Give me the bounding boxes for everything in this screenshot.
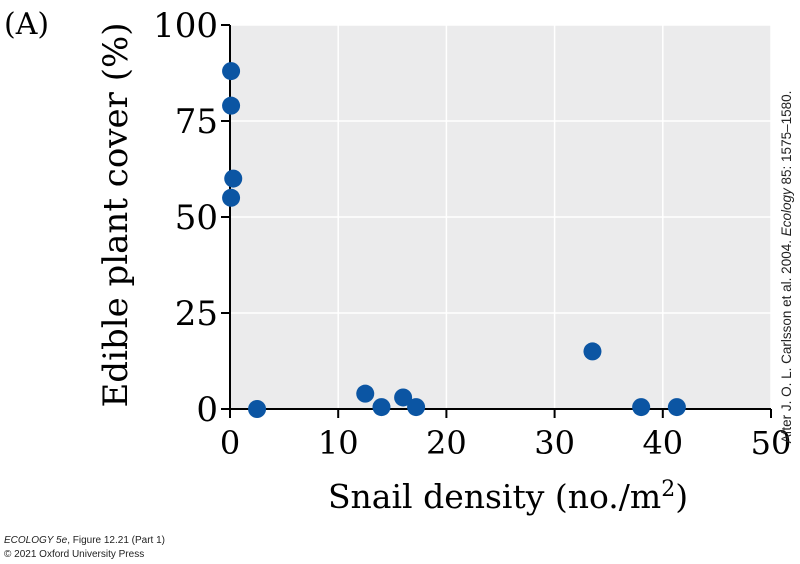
y-tick-label: 100 <box>153 6 218 46</box>
data-point <box>222 188 241 207</box>
data-point <box>407 398 426 417</box>
data-point <box>222 62 241 81</box>
source-credit: After J. O. L. Carlsson et al. 2004. Eco… <box>779 91 794 444</box>
x-tick-label: 0 <box>220 424 240 462</box>
x-axis-ticks: 0 10 20 30 40 50 <box>220 409 792 462</box>
x-tick-label: 20 <box>426 424 467 462</box>
grid-lines <box>230 24 772 409</box>
footer-figure-ref: ECOLOGY 5e, Figure 12.21 (Part 1) <box>4 535 166 546</box>
data-point <box>583 342 602 361</box>
data-point <box>248 400 267 418</box>
data-point <box>224 169 243 188</box>
x-tick-label: 40 <box>642 424 683 462</box>
y-tick-label: 50 <box>175 198 218 238</box>
data-point <box>667 398 686 417</box>
footer-copyright: © 2021 Oxford University Press <box>4 549 145 560</box>
y-tick-label: 75 <box>175 102 218 142</box>
y-axis-ticks: 0 25 50 75 100 <box>153 6 230 430</box>
y-axis-label: Edible plant cover (%) <box>96 22 136 407</box>
x-tick-label: 50 <box>751 424 792 462</box>
x-axis-label: Snail density (no./m2) <box>328 477 688 516</box>
x-tick-label: 30 <box>534 424 575 462</box>
y-tick-label: 0 <box>196 390 218 430</box>
data-point <box>222 96 241 115</box>
data-point <box>356 384 375 403</box>
x-tick-label: 10 <box>318 424 359 462</box>
data-point <box>632 398 651 417</box>
data-point <box>394 388 413 407</box>
y-tick-label: 25 <box>175 294 218 334</box>
panel-label: (A) <box>4 7 49 42</box>
data-points <box>222 62 686 418</box>
data-point <box>372 398 391 417</box>
